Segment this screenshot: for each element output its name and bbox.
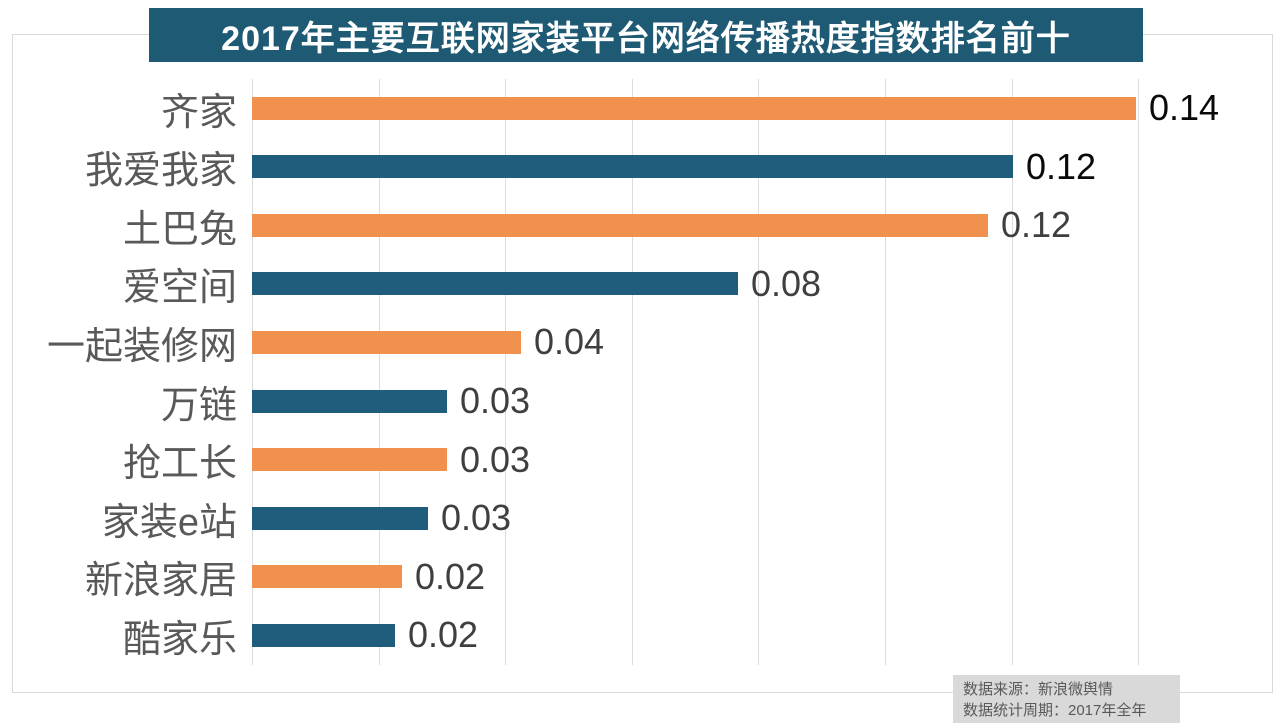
category-label: 万链	[160, 384, 237, 427]
gridline	[252, 79, 253, 665]
footer-period-line: 数据统计周期：2017年全年	[963, 702, 1147, 719]
bar	[252, 155, 1013, 179]
footer-source-line: 数据来源：新浪微舆情	[963, 681, 1114, 698]
value-label: 0.14	[1149, 87, 1220, 129]
gridline	[1138, 79, 1140, 665]
bar	[252, 448, 447, 472]
value-label: 0.12	[1001, 204, 1072, 246]
bar	[252, 213, 988, 237]
gridline	[758, 79, 760, 665]
bar	[252, 623, 395, 647]
gridline	[1011, 79, 1013, 665]
category-label: 抢工长	[122, 443, 237, 486]
value-label: 0.03	[460, 380, 531, 422]
value-label: 0.03	[460, 438, 531, 480]
gridline	[505, 79, 507, 665]
bar	[252, 565, 402, 589]
bar	[252, 330, 521, 354]
chart-title: 2017年主要互联网家装平台网络传播热度指数排名前十	[149, 8, 1143, 62]
category-label: 一起装修网	[46, 325, 237, 368]
category-label: 爱空间	[122, 267, 237, 310]
category-label: 齐家	[160, 91, 237, 134]
chart-container	[12, 34, 1273, 693]
bar	[252, 272, 738, 296]
value-label: 0.08	[751, 262, 822, 304]
category-label: 家装e站	[101, 501, 237, 544]
value-label: 0.12	[1026, 145, 1097, 187]
gridline	[631, 79, 633, 665]
category-label: 新浪家居	[84, 560, 237, 603]
bar	[252, 389, 447, 413]
value-label: 0.02	[415, 555, 486, 597]
category-label: 土巴兔	[122, 208, 237, 251]
category-label: 酷家乐	[122, 618, 237, 661]
value-label: 0.03	[441, 497, 512, 539]
gridline	[378, 79, 380, 665]
bar	[252, 506, 428, 530]
footer-note: 数据来源：新浪微舆情 数据统计周期：2017年全年	[953, 675, 1180, 723]
category-label: 我爱我家	[84, 150, 237, 193]
value-label: 0.02	[408, 614, 479, 656]
bar	[252, 96, 1136, 120]
gridline	[885, 79, 886, 665]
value-label: 0.04	[534, 321, 605, 363]
